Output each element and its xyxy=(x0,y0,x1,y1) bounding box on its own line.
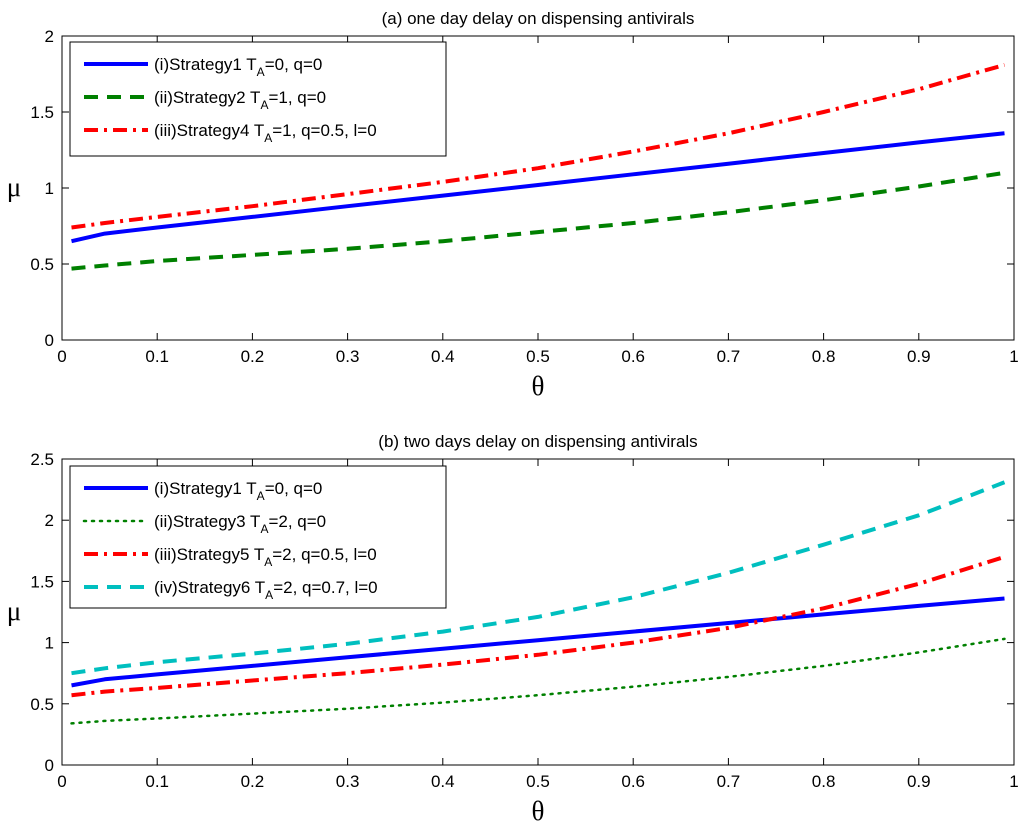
legend-label-main: (iii)Strategy5 T xyxy=(154,545,264,564)
chart-title: (b) two days delay on dispensing antivir… xyxy=(378,432,697,451)
legend-label-4: (iv)Strategy6 TA=2, q=0.7, l=0 xyxy=(154,578,378,602)
legend-label-sub: A xyxy=(265,588,273,602)
y-tick-label: 1.5 xyxy=(30,103,54,122)
series-line-1 xyxy=(71,596,1005,688)
chart-title: (a) one day delay on dispensing antivira… xyxy=(382,9,695,28)
x-axis-label: θ xyxy=(532,371,545,401)
legend-label-3: (iii)Strategy4 TA=1, q=0.5, l=0 xyxy=(154,121,377,145)
legend-label-rest: =0, q=0 xyxy=(265,479,323,498)
y-axis-label: μ xyxy=(7,596,21,626)
y-tick-label: 1 xyxy=(45,179,54,198)
y-tick-label: 0.5 xyxy=(30,255,54,274)
x-tick-label: 0 xyxy=(57,772,66,791)
x-tick-label: 0.5 xyxy=(526,772,550,791)
legend-label-rest: =1, q=0 xyxy=(268,88,326,107)
x-tick-label: 0.8 xyxy=(812,347,836,366)
legend-label-main: (i)Strategy1 T xyxy=(154,55,257,74)
x-tick-label: 0.6 xyxy=(621,772,645,791)
x-tick-label: 1 xyxy=(1009,772,1018,791)
legend-label-2: (ii)Strategy2 TA=1, q=0 xyxy=(154,88,326,112)
legend-label-main: (ii)Strategy2 T xyxy=(154,88,260,107)
x-tick-label: 0.7 xyxy=(717,772,741,791)
legend-label-sub: A xyxy=(264,131,272,145)
series-line-4 xyxy=(71,480,1006,676)
y-tick-label: 2 xyxy=(45,511,54,530)
x-tick-label: 0.2 xyxy=(241,772,265,791)
legend-box xyxy=(69,41,447,157)
legend: (i)Strategy1 TA=0, q=0(ii)Strategy2 TA=1… xyxy=(69,41,447,157)
legend-label-sub: A xyxy=(260,98,268,112)
x-tick-label: 0.3 xyxy=(336,347,360,366)
series-line-2 xyxy=(70,637,1006,725)
x-tick-label: 0.6 xyxy=(621,347,645,366)
legend-label-rest: =2, q=0.7, l=0 xyxy=(273,578,377,597)
x-tick-label: 0.8 xyxy=(812,772,836,791)
legend-label-rest: =1, q=0.5, l=0 xyxy=(272,121,376,140)
legend-label-2: (ii)Strategy3 TA=2, q=0 xyxy=(154,512,326,536)
legend-label-3: (iii)Strategy5 TA=2, q=0.5, l=0 xyxy=(154,545,377,569)
x-axis-label: θ xyxy=(532,796,545,826)
legend-label-sub: A xyxy=(257,65,265,79)
x-tick-label: 0.2 xyxy=(241,347,265,366)
legend-label-rest: =2, q=0 xyxy=(268,512,326,531)
x-tick-label: 0.7 xyxy=(717,347,741,366)
series-line-1 xyxy=(71,131,1005,244)
y-tick-label: 2.5 xyxy=(30,450,54,469)
y-tick-label: 1.5 xyxy=(30,572,54,591)
legend: (i)Strategy1 TA=0, q=0(ii)Strategy3 TA=2… xyxy=(69,465,447,609)
x-tick-label: 0 xyxy=(57,347,66,366)
chart-panel-a: (a) one day delay on dispensing antivira… xyxy=(7,9,1019,401)
y-tick-label: 0.5 xyxy=(30,695,54,714)
y-tick-label: 0 xyxy=(45,756,54,775)
y-axis-label: μ xyxy=(7,172,21,202)
legend-label-main: (iii)Strategy4 T xyxy=(154,121,264,140)
legend-label-main: (ii)Strategy3 T xyxy=(154,512,260,531)
legend-label-rest: =2, q=0.5, l=0 xyxy=(272,545,376,564)
x-tick-label: 0.9 xyxy=(907,772,931,791)
x-tick-label: 0.1 xyxy=(145,347,169,366)
legend-label-sub: A xyxy=(257,489,265,503)
x-tick-label: 0.4 xyxy=(431,772,455,791)
chart-panel-b: (b) two days delay on dispensing antivir… xyxy=(7,432,1019,826)
x-tick-label: 0.4 xyxy=(431,347,455,366)
legend-label-sub: A xyxy=(260,522,268,536)
legend-label-sub: A xyxy=(264,555,272,569)
y-tick-label: 0 xyxy=(45,331,54,350)
x-tick-label: 0.9 xyxy=(907,347,931,366)
legend-label-rest: =0, q=0 xyxy=(265,55,323,74)
y-tick-label: 2 xyxy=(45,27,54,46)
series-line-3 xyxy=(71,554,1006,698)
x-tick-label: 0.3 xyxy=(336,772,360,791)
x-tick-label: 0.1 xyxy=(145,772,169,791)
series-line-2 xyxy=(71,170,1005,271)
legend-label-main: (iv)Strategy6 T xyxy=(154,578,265,597)
x-tick-label: 0.5 xyxy=(526,347,550,366)
legend-label-1: (i)Strategy1 TA=0, q=0 xyxy=(154,479,322,503)
legend-label-main: (i)Strategy1 T xyxy=(154,479,257,498)
x-tick-label: 1 xyxy=(1009,347,1018,366)
legend-label-1: (i)Strategy1 TA=0, q=0 xyxy=(154,55,322,79)
y-tick-label: 1 xyxy=(45,634,54,653)
